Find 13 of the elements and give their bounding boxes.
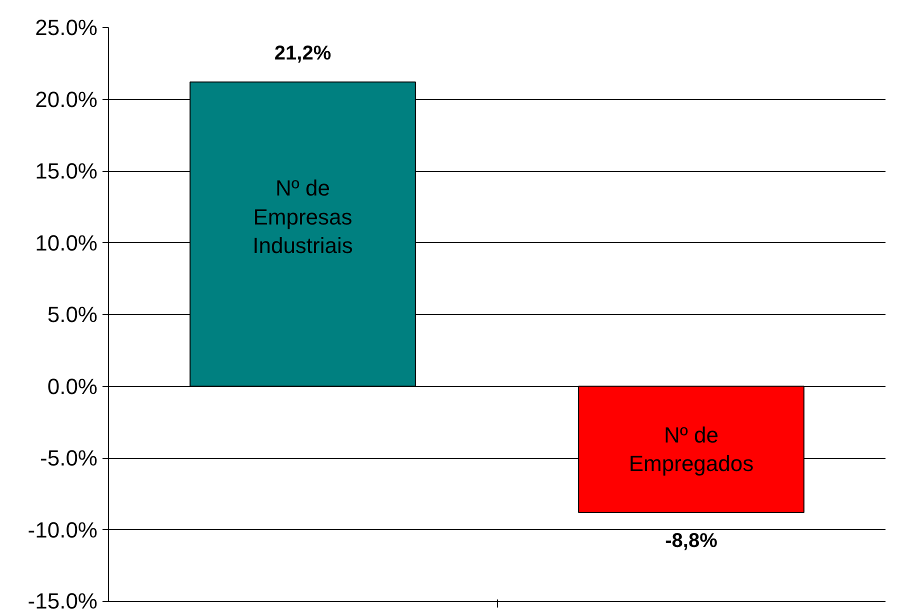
y-tick-label: 5.0% — [47, 302, 98, 327]
x-tick-label: Nº de Empresas Industriais — [252, 176, 353, 258]
y-tick-label: 25.0% — [35, 15, 98, 40]
data-label: -8,8% — [665, 530, 718, 552]
y-tick-label: 0.0% — [47, 374, 98, 399]
y-tick-label: 15.0% — [35, 158, 98, 184]
y-tick-label: 10.0% — [35, 230, 98, 256]
data-label: 21,2% — [274, 42, 332, 64]
y-tick-label: -10.0% — [28, 517, 98, 542]
y-tick-label: -15.0% — [28, 588, 98, 613]
y-tick-label: -5.0% — [40, 446, 98, 470]
y-tick-label: 20.0% — [35, 86, 98, 112]
x-tick-label: Nº de Empregados — [628, 422, 754, 476]
